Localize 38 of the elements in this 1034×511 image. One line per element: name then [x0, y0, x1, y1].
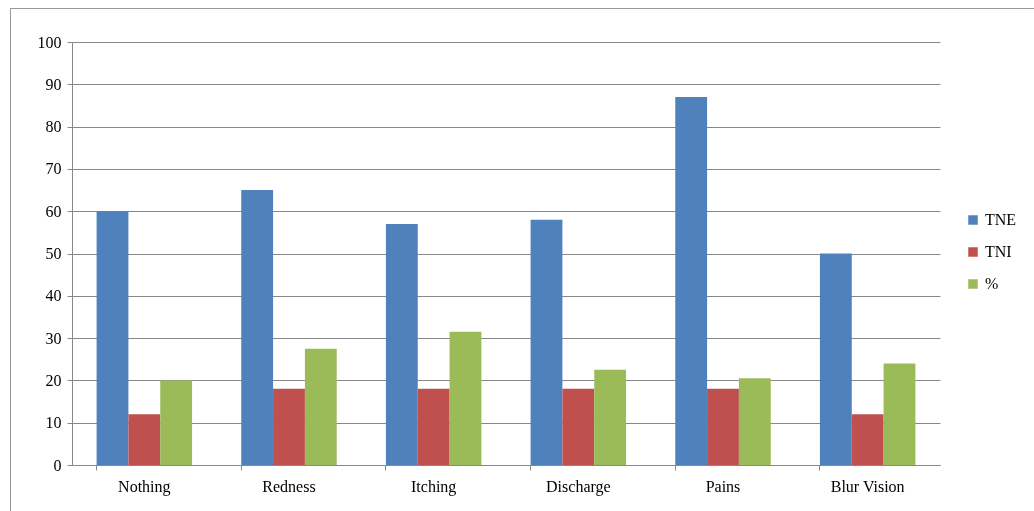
y-tick-label: 20 [45, 371, 62, 389]
bar [530, 219, 563, 465]
x-tick-label: Nothing [118, 477, 171, 496]
y-tick-label: 30 [45, 329, 62, 347]
y-tick-label: 80 [45, 118, 62, 136]
bar [707, 388, 739, 465]
bar [304, 348, 337, 465]
x-tick-label: Redness [262, 477, 316, 495]
bar [241, 190, 274, 465]
bar [273, 388, 305, 465]
y-tick-label: 90 [45, 75, 62, 93]
y-tick-label: 60 [45, 202, 62, 220]
x-tick-label: Pains [705, 477, 741, 495]
legend-label: TNE [985, 211, 1017, 228]
x-tick-label: Itching [411, 477, 457, 496]
x-tick-label: Blur Vision [830, 477, 905, 495]
bar [449, 331, 482, 465]
bar [851, 414, 884, 465]
y-tick-label: 50 [45, 245, 62, 262]
bar [160, 380, 193, 465]
y-tick-label: 0 [53, 456, 62, 474]
bar [675, 96, 708, 465]
bar [819, 253, 852, 465]
bar [417, 388, 450, 465]
y-tick-label: 10 [45, 414, 62, 432]
y-tick-label: 70 [45, 160, 62, 178]
y-tick-label: 100 [37, 33, 62, 51]
y-tick-label: 40 [45, 287, 62, 305]
legend-label: % [985, 275, 999, 292]
bar [385, 223, 418, 465]
legend-label: TNI [985, 243, 1012, 260]
bar [562, 388, 595, 465]
bar [128, 414, 161, 465]
x-tick-label: Discharge [546, 477, 611, 496]
bar [594, 369, 627, 465]
bar [96, 211, 129, 465]
bar [883, 363, 916, 465]
bar [738, 378, 771, 465]
